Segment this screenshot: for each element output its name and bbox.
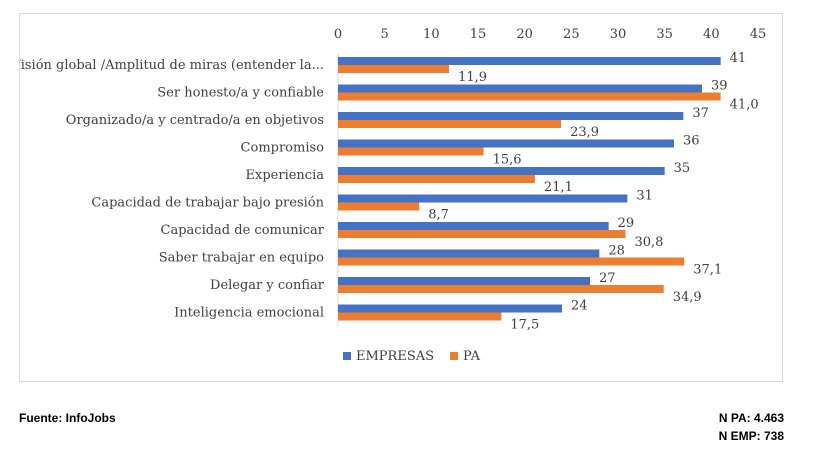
data-label-empresas: 28 xyxy=(608,244,625,259)
data-label-pa: 8,7 xyxy=(428,208,449,223)
data-label-pa: 21,1 xyxy=(544,180,573,195)
data-label-empresas: 29 xyxy=(618,216,635,231)
bar-pa xyxy=(338,202,420,211)
legend-swatch-pa xyxy=(450,352,459,360)
bar-empresas xyxy=(338,277,590,285)
bar-pa xyxy=(338,312,502,321)
bar-empresas xyxy=(338,84,702,93)
bar-pa xyxy=(338,285,664,293)
category-label: Delegar y confiar xyxy=(210,278,325,293)
category-label: Saber trabajar en equipo xyxy=(159,251,324,266)
bar-empresas xyxy=(338,194,628,203)
data-label-empresas: 36 xyxy=(683,134,700,149)
data-label-empresas: 35 xyxy=(674,161,691,176)
x-tick-label: 45 xyxy=(750,27,767,42)
bar-pa xyxy=(338,65,450,73)
bar-pa xyxy=(338,230,626,238)
data-label-pa: 23,9 xyxy=(570,125,599,140)
data-label-empresas: 27 xyxy=(599,271,616,286)
legend-label-empresas: EMPRESAS xyxy=(356,349,434,364)
data-label-pa: 15,6 xyxy=(493,153,522,168)
sample-size-pa: N PA: 4.463 xyxy=(718,411,784,425)
data-label-empresas: 41 xyxy=(730,51,747,66)
category-label: Capacidad de trabajar bajo presión xyxy=(91,196,324,211)
x-tick-label: 15 xyxy=(470,27,487,42)
bar-pa xyxy=(338,120,562,128)
x-tick-label: 30 xyxy=(610,27,627,42)
category-label: Organizado/a y centrado/a en objetivos xyxy=(66,113,324,128)
x-tick-label: 35 xyxy=(656,27,673,42)
category-label: Capacidad de comunicar xyxy=(161,223,325,238)
bar-chart: 0 5 10 15 20 25 30 35 40 45 Visión global /Amplitu… xyxy=(20,27,767,364)
bar-pa xyxy=(338,257,685,266)
data-label-pa: 17,5 xyxy=(510,318,539,333)
bar-pa xyxy=(338,147,484,156)
x-tick-label: 40 xyxy=(703,27,720,42)
data-label-empresas: 37 xyxy=(692,106,709,121)
category-label: Inteligencia emocional xyxy=(174,306,324,321)
category-label: Experiencia xyxy=(246,168,325,183)
data-label-empresas: 39 xyxy=(711,79,728,94)
data-label-pa: 11,9 xyxy=(458,70,487,85)
data-label-pa: 30,8 xyxy=(634,235,663,250)
bar-empresas xyxy=(338,57,721,65)
data-label-empresas: 31 xyxy=(636,189,653,204)
legend-label-pa: PA xyxy=(463,349,481,364)
bar-pa xyxy=(338,175,535,183)
data-label-pa: 37,1 xyxy=(693,263,722,278)
bar-empresas xyxy=(338,249,600,258)
data-label-pa: 34,9 xyxy=(673,290,702,305)
bar-empresas xyxy=(338,304,562,313)
legend-swatch-empresas xyxy=(343,352,351,360)
bar-pa xyxy=(338,92,721,101)
x-tick-label: 0 xyxy=(334,27,342,42)
x-tick-label: 5 xyxy=(381,27,389,42)
x-tick-label: 25 xyxy=(563,27,580,42)
x-tick-label: 10 xyxy=(423,27,440,42)
bar-empresas xyxy=(338,222,609,230)
bar-empresas xyxy=(338,139,674,148)
source-note: Fuente: InfoJobs xyxy=(19,411,116,425)
category-label: Visión global /Amplitud de miras (entend… xyxy=(20,58,324,73)
x-tick-label: 20 xyxy=(516,27,533,42)
category-label: Compromiso xyxy=(241,141,325,156)
data-label-empresas: 24 xyxy=(571,299,588,314)
chart-area: 0 5 10 15 20 25 30 35 40 45 Visión global /Amplitu… xyxy=(19,13,783,382)
category-label: Ser honesto/a y confiable xyxy=(157,86,324,101)
data-label-pa: 41,0 xyxy=(730,98,759,113)
bar-empresas xyxy=(338,112,684,120)
bar-empresas xyxy=(338,167,665,175)
sample-size-emp: N EMP: 738 xyxy=(718,429,784,443)
